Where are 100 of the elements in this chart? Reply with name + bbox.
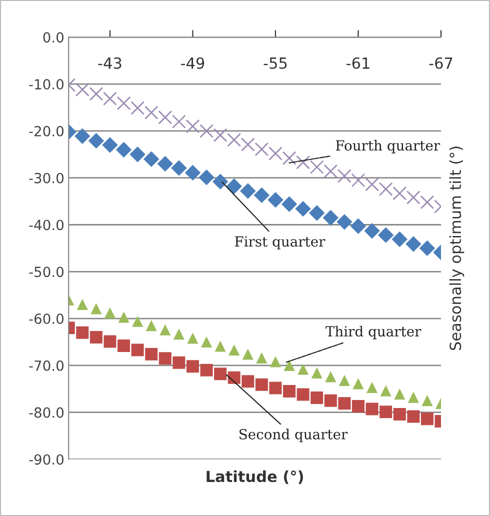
point [281,196,298,212]
point [145,348,158,360]
point [186,119,200,134]
point [214,340,226,352]
point [103,92,117,106]
point [213,128,228,142]
point [76,298,88,310]
point [365,177,379,192]
y-tick-label: -30.0 [29,172,64,184]
point [214,368,227,380]
point [173,328,184,340]
point [200,364,213,376]
point [200,336,212,348]
point [146,320,157,332]
point [200,124,214,138]
point [118,312,130,323]
point [406,236,422,252]
point [90,331,102,344]
point [144,106,158,120]
y-tick-label: -20.0 [29,126,64,136]
point [380,385,392,396]
point [240,183,256,199]
y-tick-label: -70.0 [29,360,64,371]
point [130,146,146,162]
point [393,408,406,420]
point [336,214,352,230]
point [116,96,131,110]
point [212,174,228,190]
point [351,173,366,188]
point [158,110,172,124]
point [198,170,214,186]
point [324,164,338,178]
point [406,190,420,204]
point [76,326,89,339]
point [282,151,296,166]
point [325,371,336,382]
point [296,388,310,401]
point [322,210,339,226]
point [172,114,186,129]
point [324,394,337,407]
point [268,146,282,160]
point [296,155,310,170]
point [310,392,324,404]
point [422,395,433,406]
point [309,205,325,221]
point [242,375,254,388]
point [378,227,394,243]
point [366,402,378,416]
x-tick-label: -67 [429,57,452,69]
x-tick-label: -55 [264,58,287,69]
point [130,101,145,115]
point [88,132,104,149]
point [420,412,434,426]
x-tick-label: -61 [346,57,370,69]
point [144,151,160,167]
y-axis-title: Seasonally optimum tilt (°) [449,146,464,350]
point [254,142,269,156]
point [350,218,366,234]
point [118,339,130,352]
point [89,86,104,101]
annotation: Third quarter [326,326,422,340]
point [352,378,364,390]
y-tick-label: -90.0 [29,454,64,465]
point [268,192,284,208]
point [269,382,282,394]
y-tick-label: -40.0 [29,220,64,230]
point [408,392,419,403]
point [392,186,407,200]
point [75,82,90,97]
annotation: Second quarter [240,428,348,442]
point [186,360,199,373]
point [240,138,255,152]
point [295,200,311,217]
point [254,187,270,204]
point [187,332,198,344]
point [338,397,351,410]
point [116,142,132,158]
point [104,335,116,348]
point [407,410,420,423]
point [172,356,186,369]
point [160,324,171,336]
point [242,348,254,360]
point [338,374,350,386]
point [364,222,380,239]
x-tick-label: -49 [181,57,204,69]
x-axis-title: Latitude (°) [206,470,303,484]
point [227,132,242,147]
y-tick-label: -60.0 [29,314,64,324]
y-tick-label: -10.0 [29,79,64,90]
point [283,384,296,398]
point [366,382,378,394]
point [255,378,268,391]
point [90,303,102,314]
point [420,195,434,210]
point [311,367,322,378]
point [226,178,242,194]
point [352,400,364,412]
point [157,156,174,172]
point [184,164,201,181]
annotation: First quarter [234,236,326,250]
